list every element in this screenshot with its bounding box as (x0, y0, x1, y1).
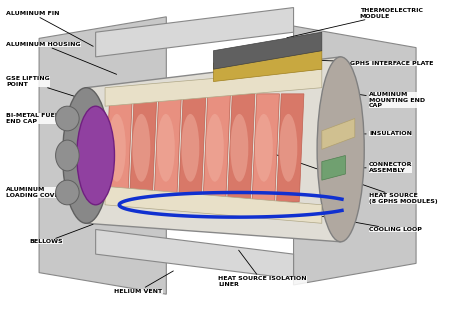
Ellipse shape (63, 88, 110, 223)
Polygon shape (105, 186, 322, 223)
Text: INSULATION: INSULATION (344, 132, 412, 137)
Ellipse shape (132, 114, 150, 182)
Ellipse shape (206, 114, 224, 182)
Text: GPHS INTERFACE PLATE: GPHS INTERFACE PLATE (310, 60, 433, 66)
Polygon shape (213, 51, 322, 81)
Text: HEAT SOURCE ISOLATION
LINER: HEAT SOURCE ISOLATION LINER (218, 250, 307, 287)
Text: ALUMINUM FIN: ALUMINUM FIN (6, 11, 93, 46)
Text: HELIUM VENT: HELIUM VENT (115, 271, 173, 294)
Text: BI-METAL FUELING
END CAP: BI-METAL FUELING END CAP (6, 113, 83, 130)
Polygon shape (96, 7, 293, 57)
Text: HEAT SOURCE
(8 GPHS MODULES): HEAT SOURCE (8 GPHS MODULES) (263, 150, 438, 204)
Ellipse shape (255, 114, 273, 182)
Polygon shape (129, 94, 157, 202)
Text: ALUMINUM HOUSING: ALUMINUM HOUSING (6, 42, 117, 74)
Polygon shape (322, 156, 346, 180)
Ellipse shape (230, 114, 248, 182)
Text: COOLING LOOP: COOLING LOOP (277, 208, 422, 232)
Text: BELLOWS: BELLOWS (30, 224, 93, 244)
Ellipse shape (108, 114, 126, 182)
Polygon shape (39, 17, 166, 294)
Ellipse shape (77, 106, 115, 205)
Polygon shape (179, 94, 206, 202)
Text: THERMOELECTRIC
MODULE: THERMOELECTRIC MODULE (287, 8, 422, 38)
Text: ALUMINUM
MOUNTING END
CAP: ALUMINUM MOUNTING END CAP (357, 92, 425, 108)
Polygon shape (322, 118, 355, 149)
Text: GSE LIFTING
POINT: GSE LIFTING POINT (6, 76, 83, 99)
Polygon shape (213, 32, 322, 69)
Ellipse shape (182, 114, 199, 182)
Text: ALUMINUM
LOADING COVER: ALUMINUM LOADING COVER (6, 187, 69, 198)
Ellipse shape (55, 106, 79, 131)
Polygon shape (105, 94, 132, 202)
Ellipse shape (317, 57, 364, 242)
Polygon shape (277, 94, 304, 202)
Polygon shape (203, 94, 230, 202)
Ellipse shape (279, 114, 297, 182)
Polygon shape (154, 94, 182, 202)
Text: CONNECTOR
ASSEMBLY: CONNECTOR ASSEMBLY (334, 162, 412, 173)
Ellipse shape (55, 180, 79, 205)
Polygon shape (86, 57, 341, 242)
Polygon shape (252, 94, 279, 202)
Ellipse shape (55, 140, 79, 171)
Ellipse shape (157, 114, 175, 182)
Polygon shape (228, 94, 255, 202)
Polygon shape (96, 230, 293, 279)
Polygon shape (293, 26, 416, 285)
Polygon shape (105, 69, 322, 106)
